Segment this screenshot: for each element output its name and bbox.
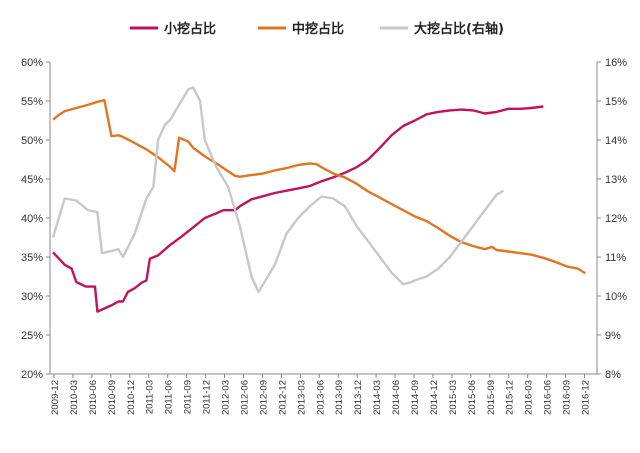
x-tick-label: 2016-06 bbox=[543, 380, 554, 415]
series-line-2 bbox=[51, 86, 505, 294]
left-tick-label: 35% bbox=[21, 252, 43, 264]
x-tick-label: 2011-03 bbox=[145, 380, 156, 414]
right-axis-ticks: 8% 9% 10% 11% 12% 13% 14% 15% 16% bbox=[597, 57, 627, 381]
series-line-1 bbox=[52, 99, 586, 275]
x-tick-label: 2011-12 bbox=[202, 380, 213, 414]
x-tick-label: 2012-06 bbox=[239, 380, 250, 415]
left-tick-label: 25% bbox=[21, 330, 43, 342]
legend-item-large: 大挖占比(右轴) bbox=[380, 21, 504, 37]
legend-label-medium: 中挖占比 bbox=[292, 21, 344, 37]
x-tick-label: 2010-06 bbox=[88, 380, 99, 415]
x-tick-label: 2013-12 bbox=[353, 380, 364, 415]
x-tick-label: 2009-12 bbox=[50, 380, 61, 415]
left-tick-label: 60% bbox=[21, 57, 43, 69]
x-tick-label: 2015-03 bbox=[448, 380, 459, 415]
right-tick-label: 9% bbox=[605, 330, 621, 342]
x-tick-label: 2013-03 bbox=[296, 380, 307, 415]
x-tick-label: 2012-09 bbox=[258, 380, 269, 415]
legend-item-medium: 中挖占比 bbox=[258, 21, 344, 37]
x-tick-label: 2015-12 bbox=[505, 380, 516, 415]
x-axis-ticks: 2009-12 2010-03 2010-06 2010-09 2010-12 2011-… bbox=[50, 374, 592, 415]
left-tick-label: 50% bbox=[21, 135, 43, 147]
x-tick-label: 2014-03 bbox=[372, 380, 383, 415]
series-layer bbox=[51, 86, 586, 313]
right-tick-label: 12% bbox=[605, 213, 627, 225]
x-tick-label: 2013-09 bbox=[334, 380, 345, 415]
x-tick-label: 2014-12 bbox=[429, 380, 440, 415]
x-tick-label: 2013-06 bbox=[315, 380, 326, 415]
right-tick-label: 15% bbox=[605, 96, 627, 108]
x-tick-label: 2015-06 bbox=[467, 380, 478, 415]
x-tick-label: 2012-12 bbox=[277, 380, 288, 415]
legend-label-large: 大挖占比(右轴) bbox=[414, 21, 504, 37]
x-tick-label: 2011-09 bbox=[183, 380, 194, 414]
left-axis-ticks: 20% 25% 30% 35% 40% 45% 50% 55% 60% bbox=[21, 57, 50, 381]
series-line-0 bbox=[52, 105, 544, 313]
right-tick-label: 10% bbox=[605, 291, 627, 303]
right-tick-label: 14% bbox=[605, 135, 627, 147]
left-tick-label: 40% bbox=[21, 213, 43, 225]
x-tick-label: 2010-09 bbox=[107, 380, 118, 415]
x-tick-label: 2014-09 bbox=[410, 380, 421, 415]
left-tick-label: 45% bbox=[21, 174, 43, 186]
right-tick-label: 8% bbox=[605, 369, 621, 381]
x-tick-label: 2015-09 bbox=[486, 380, 497, 415]
right-tick-label: 16% bbox=[605, 57, 627, 69]
right-tick-label: 13% bbox=[605, 174, 627, 186]
left-tick-label: 20% bbox=[21, 369, 43, 381]
legend-item-small: 小挖占比 bbox=[130, 21, 216, 37]
legend-label-small: 小挖占比 bbox=[164, 21, 216, 37]
x-tick-label: 2010-03 bbox=[69, 380, 80, 415]
legend: 小挖占比 中挖占比 大挖占比(右轴) bbox=[130, 21, 504, 37]
x-tick-label: 2012-03 bbox=[221, 380, 232, 415]
x-tick-label: 2016-03 bbox=[524, 380, 535, 415]
x-tick-label: 2014-06 bbox=[391, 380, 402, 415]
x-tick-label: 2016-09 bbox=[562, 380, 573, 415]
right-tick-label: 11% bbox=[605, 252, 626, 264]
x-tick-label: 2010-12 bbox=[126, 380, 137, 415]
left-tick-label: 30% bbox=[21, 291, 43, 303]
x-tick-label: 2016-12 bbox=[581, 380, 592, 415]
x-tick-label: 2011-06 bbox=[164, 380, 175, 414]
left-tick-label: 55% bbox=[21, 96, 43, 108]
